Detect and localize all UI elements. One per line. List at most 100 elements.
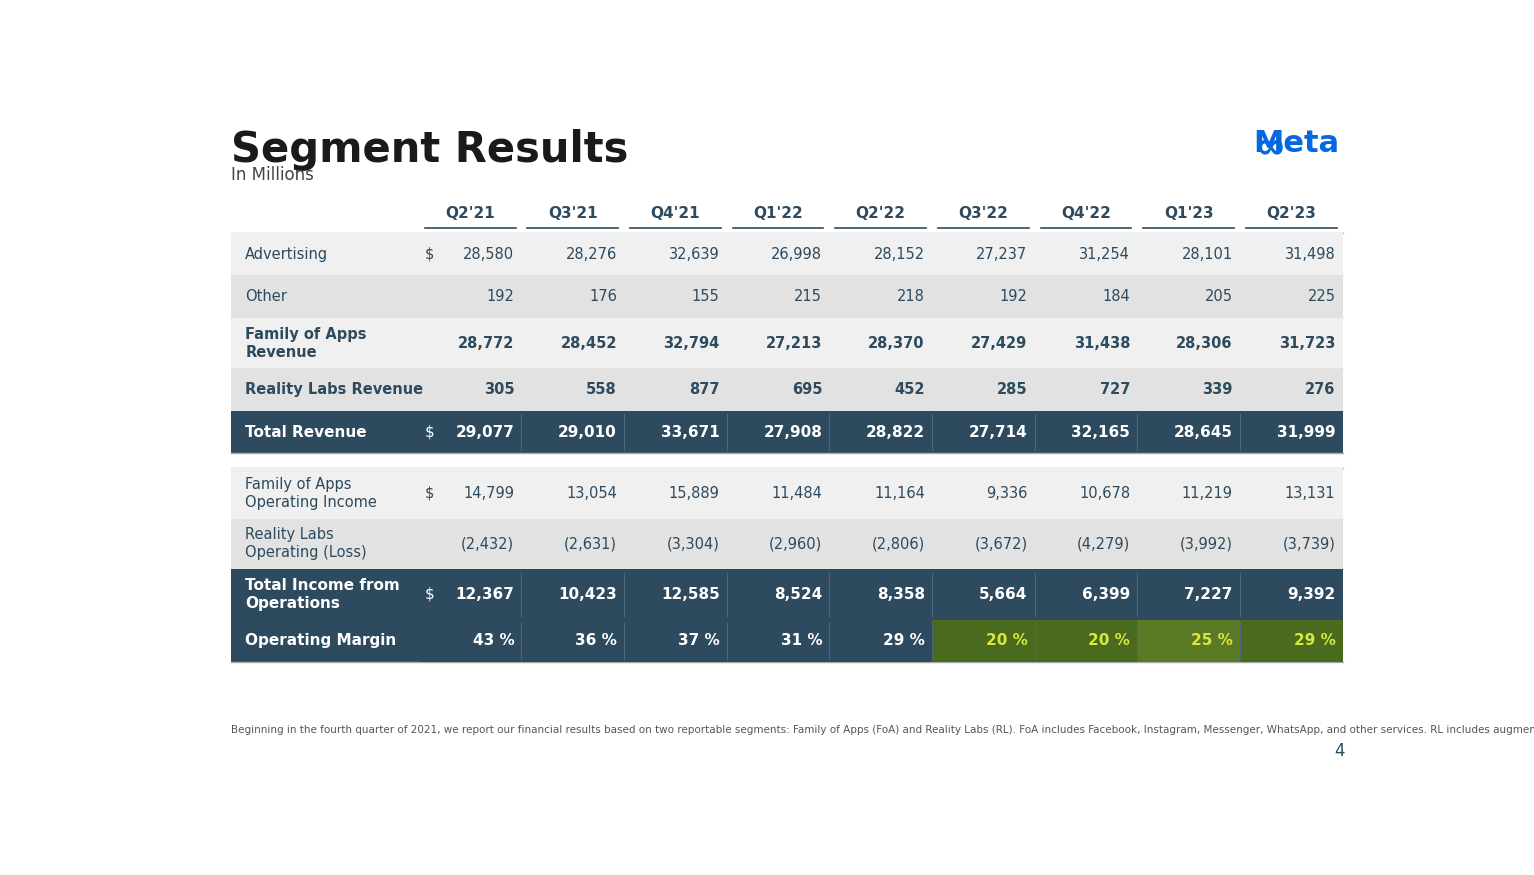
Text: 27,714: 27,714 (969, 424, 1028, 439)
Text: 32,794: 32,794 (663, 336, 719, 351)
Text: In Millions: In Millions (232, 165, 314, 184)
Text: Q4'21: Q4'21 (650, 206, 700, 221)
Text: 32,639: 32,639 (669, 247, 719, 262)
Text: Q2'21: Q2'21 (445, 206, 495, 221)
Text: 9,336: 9,336 (986, 486, 1028, 500)
Text: 11,164: 11,164 (874, 486, 925, 500)
FancyBboxPatch shape (1137, 620, 1239, 662)
Text: 32,165: 32,165 (1071, 424, 1131, 439)
Text: (3,672): (3,672) (974, 536, 1028, 551)
Text: Total Revenue: Total Revenue (245, 424, 367, 439)
Text: $: $ (425, 424, 434, 439)
FancyBboxPatch shape (232, 318, 1342, 368)
Text: 31,723: 31,723 (1279, 336, 1336, 351)
Text: 28,276: 28,276 (566, 247, 617, 262)
Text: Total Income from
Operations: Total Income from Operations (245, 578, 400, 611)
Text: 558: 558 (586, 382, 617, 397)
Text: 28,152: 28,152 (874, 247, 925, 262)
FancyBboxPatch shape (232, 233, 1342, 276)
Text: 9,392: 9,392 (1287, 587, 1336, 602)
Text: 31 %: 31 % (781, 634, 822, 648)
Text: 10,678: 10,678 (1078, 486, 1131, 500)
Text: Q1'22: Q1'22 (753, 206, 802, 221)
FancyBboxPatch shape (419, 620, 522, 662)
Text: 305: 305 (483, 382, 514, 397)
FancyBboxPatch shape (830, 620, 933, 662)
FancyBboxPatch shape (933, 620, 1034, 662)
Text: 11,219: 11,219 (1181, 486, 1233, 500)
Text: 31,438: 31,438 (1074, 336, 1131, 351)
Text: 727: 727 (1100, 382, 1131, 397)
Text: 218: 218 (897, 289, 925, 304)
Text: 29,010: 29,010 (558, 424, 617, 439)
Text: 15,889: 15,889 (669, 486, 719, 500)
Text: 13,131: 13,131 (1285, 486, 1336, 500)
Text: 31,498: 31,498 (1284, 247, 1336, 262)
Text: 27,908: 27,908 (764, 424, 822, 439)
Text: 877: 877 (689, 382, 719, 397)
FancyBboxPatch shape (727, 620, 830, 662)
Text: 20 %: 20 % (1088, 634, 1131, 648)
Text: Advertising: Advertising (245, 247, 328, 262)
Text: 28,370: 28,370 (868, 336, 925, 351)
Text: 27,429: 27,429 (971, 336, 1028, 351)
Text: 225: 225 (1307, 289, 1336, 304)
Text: 10,423: 10,423 (558, 587, 617, 602)
Text: $: $ (425, 486, 434, 500)
Text: Other: Other (245, 289, 287, 304)
Text: (2,432): (2,432) (462, 536, 514, 551)
Text: Q4'22: Q4'22 (1062, 206, 1111, 221)
Text: Family of Apps
Operating Income: Family of Apps Operating Income (245, 477, 377, 510)
Text: Reality Labs Revenue: Reality Labs Revenue (245, 382, 423, 397)
Text: 28,822: 28,822 (865, 424, 925, 439)
Text: 28,645: 28,645 (1174, 424, 1233, 439)
Text: 29 %: 29 % (1293, 634, 1336, 648)
FancyBboxPatch shape (232, 468, 1342, 519)
Text: 31,254: 31,254 (1080, 247, 1131, 262)
FancyBboxPatch shape (232, 519, 1342, 570)
Text: 8,524: 8,524 (775, 587, 822, 602)
Text: 276: 276 (1305, 382, 1336, 397)
Text: Reality Labs
Operating (Loss): Reality Labs Operating (Loss) (245, 528, 367, 561)
Text: (2,806): (2,806) (871, 536, 925, 551)
Text: 12,585: 12,585 (661, 587, 719, 602)
Text: 27,237: 27,237 (976, 247, 1028, 262)
Text: 28,306: 28,306 (1177, 336, 1233, 351)
Text: 27,213: 27,213 (765, 336, 822, 351)
Text: 28,580: 28,580 (463, 247, 514, 262)
Text: 31,999: 31,999 (1276, 424, 1336, 439)
Text: 155: 155 (692, 289, 719, 304)
Text: Q1'23: Q1'23 (1164, 206, 1213, 221)
Text: Q2'22: Q2'22 (856, 206, 905, 221)
Text: Family of Apps
Revenue: Family of Apps Revenue (245, 326, 367, 360)
Text: (2,960): (2,960) (769, 536, 822, 551)
Text: (3,992): (3,992) (1180, 536, 1233, 551)
Text: 26,998: 26,998 (772, 247, 822, 262)
FancyBboxPatch shape (624, 620, 727, 662)
Text: 29 %: 29 % (884, 634, 925, 648)
FancyBboxPatch shape (232, 368, 1342, 411)
Text: 339: 339 (1203, 382, 1233, 397)
Text: 4: 4 (1335, 742, 1345, 760)
FancyBboxPatch shape (232, 570, 1342, 620)
Text: 695: 695 (792, 382, 822, 397)
Text: Q2'23: Q2'23 (1266, 206, 1316, 221)
Text: 36 %: 36 % (575, 634, 617, 648)
Text: 37 %: 37 % (678, 634, 719, 648)
Text: 452: 452 (894, 382, 925, 397)
FancyBboxPatch shape (232, 411, 1342, 453)
FancyBboxPatch shape (522, 620, 624, 662)
Text: 28,101: 28,101 (1181, 247, 1233, 262)
Text: 8,358: 8,358 (877, 587, 925, 602)
FancyBboxPatch shape (232, 620, 1342, 662)
Text: 192: 192 (1000, 289, 1028, 304)
Text: Beginning in the fourth quarter of 2021, we report our financial results based o: Beginning in the fourth quarter of 2021,… (232, 724, 1534, 735)
Text: ∞: ∞ (1255, 130, 1285, 164)
Text: Q3'22: Q3'22 (959, 206, 1008, 221)
Text: Operating Margin: Operating Margin (245, 634, 396, 648)
Text: 12,367: 12,367 (456, 587, 514, 602)
Text: $: $ (425, 587, 434, 602)
Text: 11,484: 11,484 (772, 486, 822, 500)
Text: Meta: Meta (1253, 129, 1339, 158)
Text: 13,054: 13,054 (566, 486, 617, 500)
